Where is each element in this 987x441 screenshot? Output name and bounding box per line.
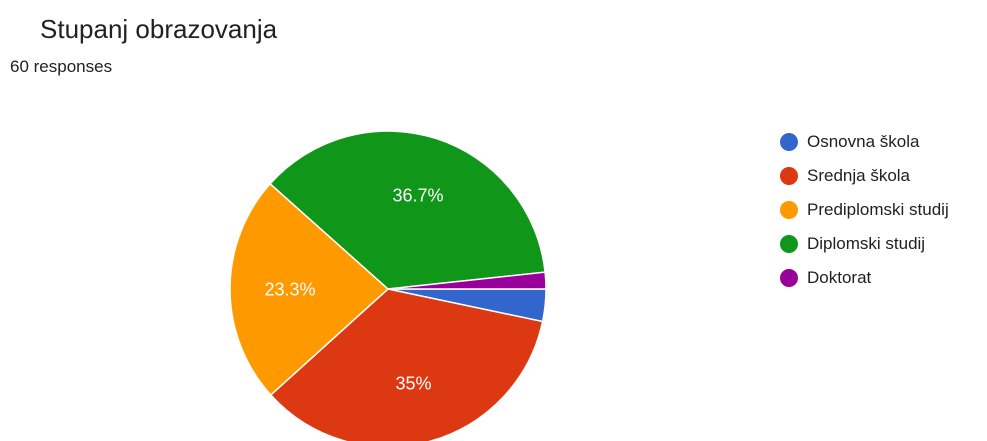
legend-item-doktorat[interactable]: Doktorat: [780, 266, 949, 290]
legend-label: Osnovna škola: [807, 132, 920, 151]
legend-label: Doktorat: [807, 268, 872, 287]
legend-swatch: [780, 167, 798, 185]
pie-slice-diplomski-studij[interactable]: [269, 130, 546, 290]
legend-swatch: [780, 235, 798, 253]
legend-label: Diplomski studij: [807, 234, 926, 253]
slice-label-prediplomski-studij: 23.3%: [265, 279, 316, 299]
legend-label: Prediplomski studij: [807, 200, 949, 219]
legend-item-srednja-skola[interactable]: Srednja škola: [780, 164, 949, 188]
legend-item-diplomski-studij[interactable]: Diplomski studij: [780, 232, 949, 256]
legend-swatch: [780, 201, 798, 219]
pie-slices: [229, 130, 547, 441]
legend-item-prediplomski-studij[interactable]: Prediplomski studij: [780, 198, 949, 222]
response-count: 60 responses: [10, 57, 113, 76]
legend-item-osnovna-skola[interactable]: Osnovna škola: [780, 130, 949, 154]
chart-title: Stupanj obrazovanja: [40, 14, 278, 44]
legend-label: Srednja škola: [807, 166, 911, 185]
chart-legend: Osnovna škola Srednja škola Prediplomski s…: [780, 130, 949, 300]
slice-label-diplomski-studij: 36.7%: [392, 186, 443, 206]
slice-label-srednja-skola: 35%: [396, 374, 432, 394]
pie-slice-labels: 35% 23.3% 36.7%: [265, 186, 444, 394]
legend-swatch: [780, 133, 798, 151]
pie-slice-srednja-skola[interactable]: [269, 288, 544, 441]
legend-swatch: [780, 269, 798, 287]
pie-slice-doktorat[interactable]: [387, 271, 547, 290]
pie-slice-prediplomski-studij[interactable]: [229, 182, 390, 397]
